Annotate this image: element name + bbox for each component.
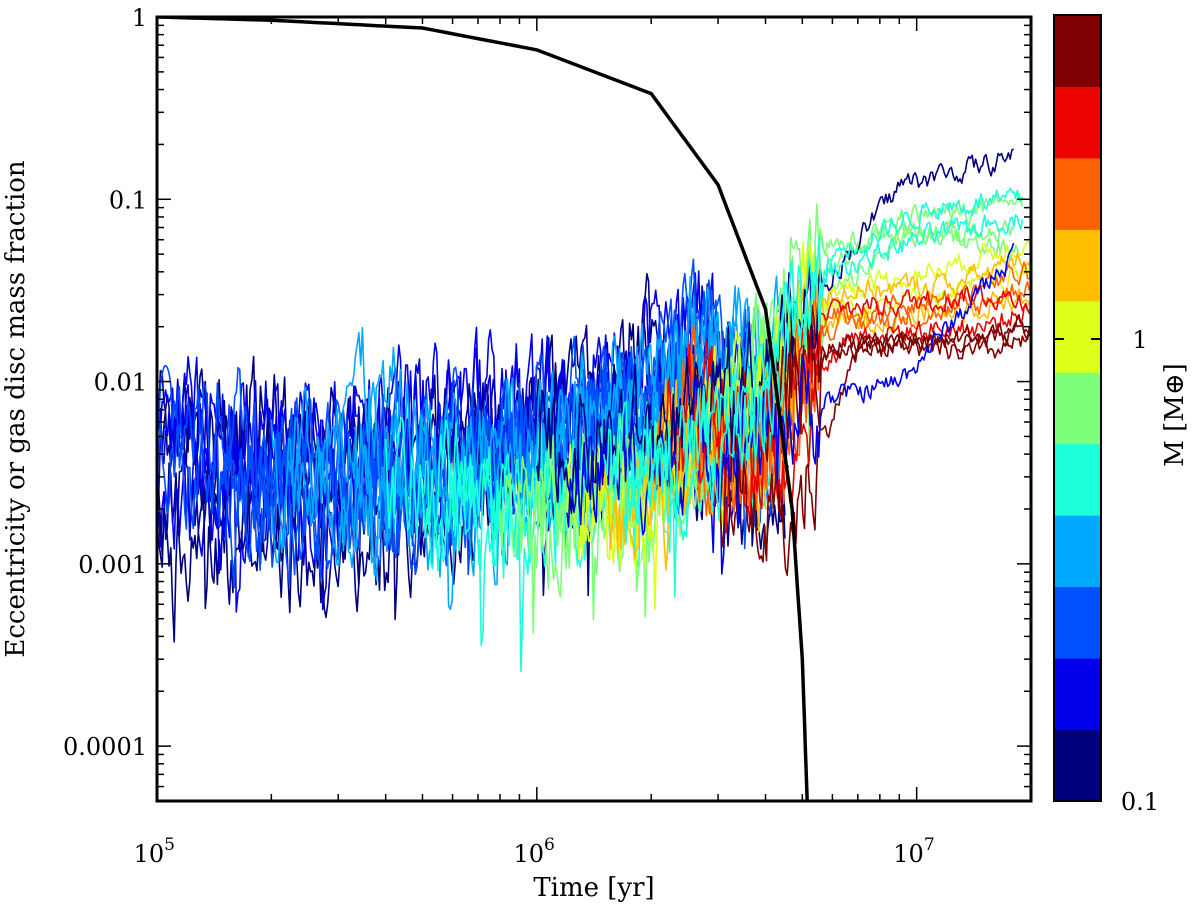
- y-tick-marks: [157, 16, 1031, 802]
- y-tick-label-0.1: 0.1: [109, 186, 147, 214]
- colorbar-tick-label-1: 1: [1132, 326, 1147, 354]
- y-tick-label-1: 1: [132, 4, 147, 32]
- x-tick-label-1e7: 107: [893, 835, 934, 868]
- y-tick-label-0.01: 0.01: [94, 369, 147, 397]
- x-tick-marks: [156, 17, 1032, 801]
- planet-eccentricity-line: [717, 313, 1031, 576]
- planet-eccentricity-line: [602, 214, 1024, 524]
- y-axis-title: Eccentricity or gas disc mass fraction: [1, 160, 31, 658]
- colorbar: 1 0.1 M [M⊕]: [1053, 14, 1190, 816]
- gas-disc-layer: [157, 17, 809, 801]
- colorbar-tick-label-0.1: 0.1: [1121, 788, 1159, 816]
- series-layer: [157, 148, 1031, 673]
- planet-eccentricity-line: [566, 242, 1015, 536]
- colorbar-band: [1054, 15, 1101, 87]
- colorbar-band: [1054, 300, 1101, 373]
- x-tick-label-1e6: 106: [513, 835, 554, 868]
- colorbar-band: [1054, 729, 1101, 802]
- planet-eccentricity-line: [623, 187, 1024, 544]
- colorbar-band: [1054, 658, 1101, 731]
- x-tick-label-1e5: 105: [134, 835, 175, 868]
- colorbar-band: [1054, 86, 1101, 159]
- planet-eccentricity-line: [784, 308, 1031, 439]
- colorbar-band: [1054, 515, 1101, 588]
- colorbar-band: [1054, 229, 1101, 302]
- y-tick-label-0.001: 0.001: [78, 551, 147, 579]
- colorbar-label: M [M⊕]: [1160, 363, 1190, 467]
- planet-eccentricity-line: [337, 286, 790, 509]
- colorbar-frame: [1053, 14, 1102, 802]
- colorbar-band: [1054, 372, 1101, 445]
- x-axis-title: Time [yr]: [533, 873, 654, 903]
- colorbar-band: [1054, 157, 1101, 230]
- plot-frame: [155, 15, 1033, 803]
- colorbar-band: [1054, 443, 1101, 516]
- y-tick-label-0.0001: 0.0001: [63, 733, 147, 761]
- colorbar-band: [1054, 586, 1101, 659]
- gas-disc-mass-fraction-curve: [157, 17, 809, 801]
